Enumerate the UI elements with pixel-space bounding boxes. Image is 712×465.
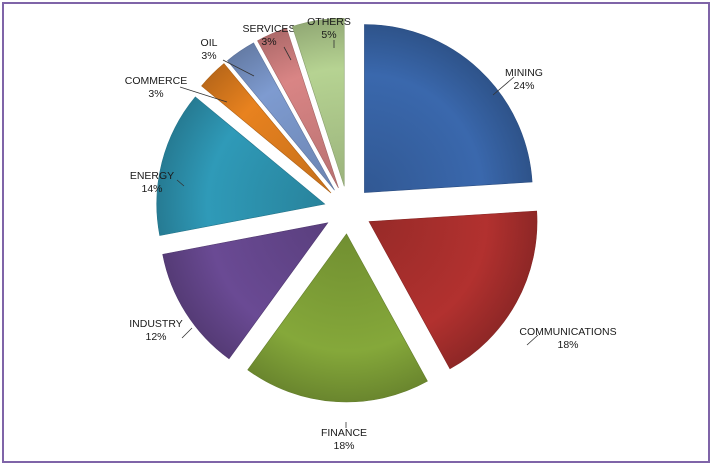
slice-value-commerce: 3% (148, 88, 163, 100)
leader-line-mining (492, 76, 515, 96)
slice-value-services: 3% (261, 36, 276, 48)
slice-commerce (201, 63, 332, 194)
slice-oil (227, 42, 335, 191)
pie-chart: MINING24%COMMUNICATIONS18%FINANCE18%INDU… (125, 16, 617, 452)
slice-label-mining: MINING (505, 67, 543, 79)
slice-value-oil: 3% (201, 50, 216, 62)
slice-label-industry: INDUSTRY (129, 318, 182, 330)
slice-value-communications: 18% (557, 339, 578, 351)
slice-label-communications: COMMUNICATIONS (519, 326, 616, 338)
slice-value-industry: 12% (145, 331, 166, 343)
leader-line-industry (181, 327, 193, 339)
slice-value-mining: 24% (513, 80, 534, 92)
slice-label-energy: ENERGY (130, 170, 174, 182)
slice-mining (364, 24, 533, 193)
leader-line-commerce (179, 86, 228, 103)
slice-industry (162, 222, 329, 360)
slice-label-services: SERVICES (243, 23, 296, 35)
slice-energy (156, 96, 326, 236)
slice-label-commerce: COMMERCE (125, 75, 187, 87)
leader-line-services (283, 46, 292, 61)
slice-services (257, 27, 339, 189)
slice-others (291, 17, 345, 187)
slice-value-energy: 14% (141, 183, 162, 195)
leader-line-energy (176, 179, 185, 187)
leader-line-oil (222, 59, 255, 77)
slice-finance (247, 233, 428, 403)
slice-value-others: 5% (321, 29, 336, 41)
slice-communications (368, 210, 538, 370)
slice-label-others: OTHERS (307, 16, 351, 28)
slice-label-oil: OIL (201, 37, 218, 49)
slice-label-finance: FINANCE (321, 427, 367, 439)
slice-value-finance: 18% (333, 440, 354, 452)
leader-line-communications (526, 334, 539, 346)
